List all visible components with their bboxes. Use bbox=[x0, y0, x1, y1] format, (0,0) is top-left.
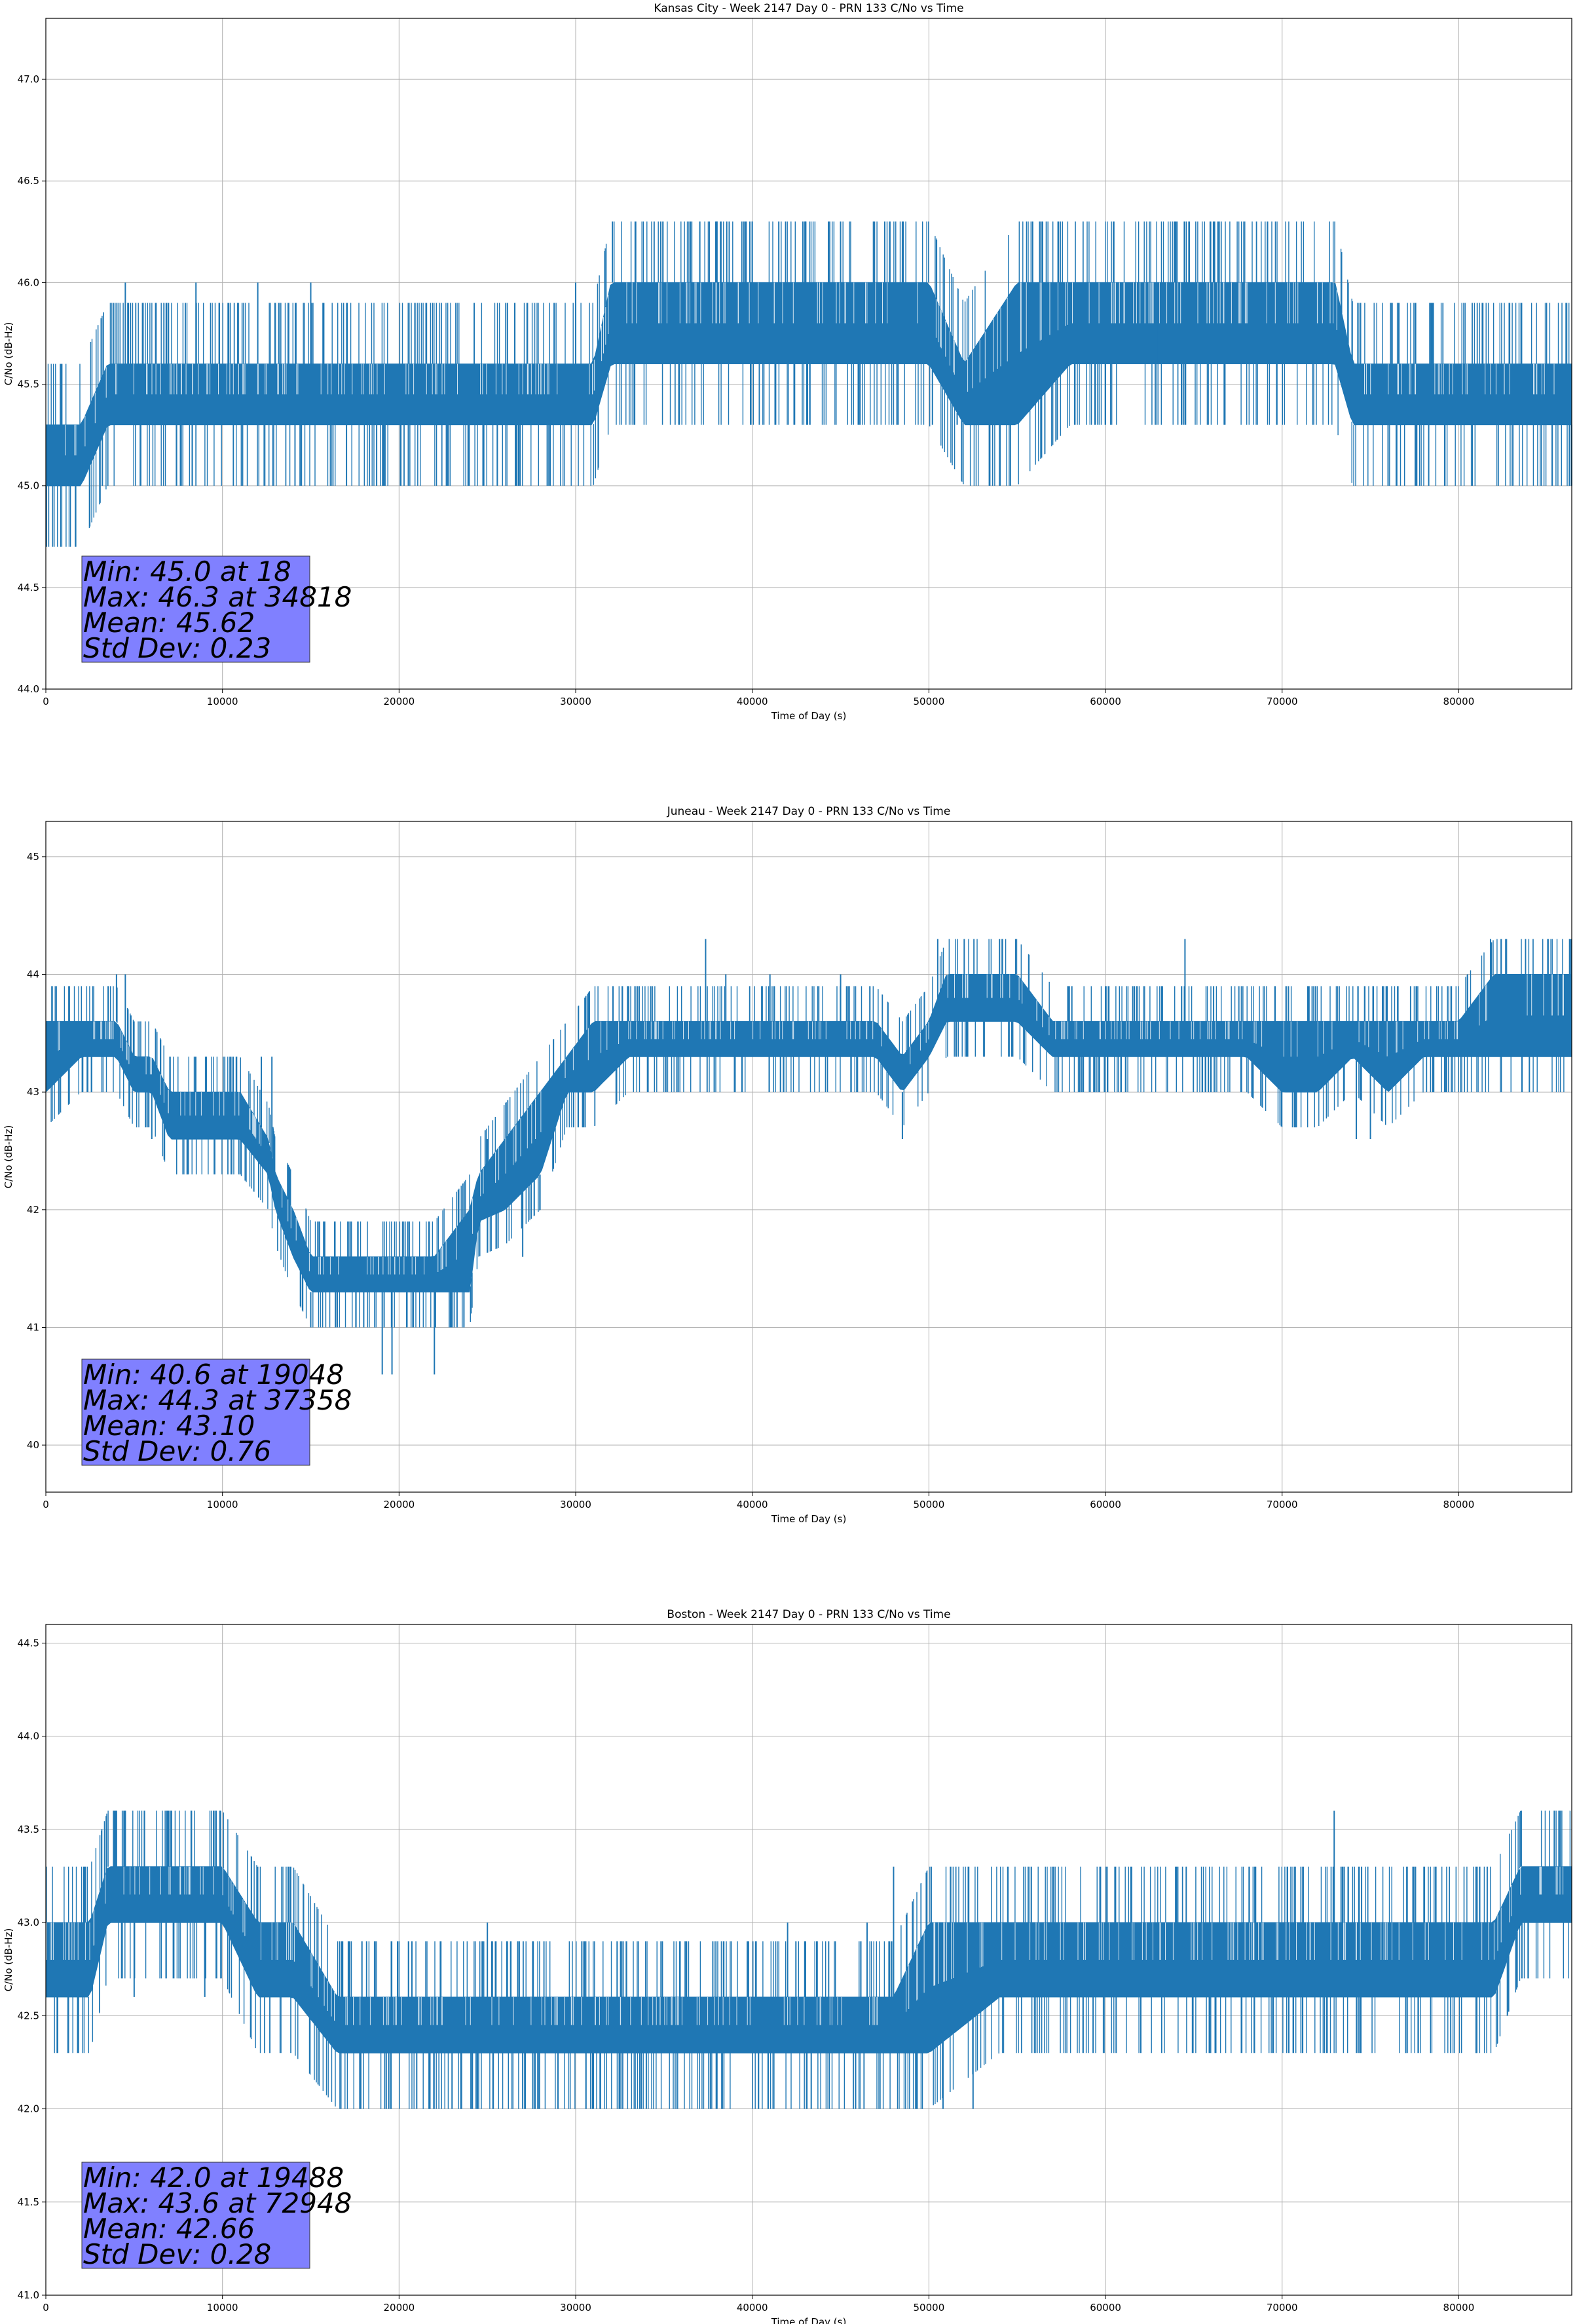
stats-min: Min: 45.0 at 18 bbox=[83, 555, 291, 588]
x-axis-label: Time of Day (s) bbox=[771, 2316, 847, 2324]
y-tick-label: 44 bbox=[27, 969, 39, 981]
x-tick-label: 60000 bbox=[1090, 1499, 1121, 1510]
series-gaps bbox=[65, 282, 1555, 456]
stats-box bbox=[81, 2162, 310, 2269]
stats-std: Std Dev: 0.76 bbox=[83, 1435, 271, 1467]
chart-title: Juneau - Week 2147 Day 0 - PRN 133 C/No … bbox=[667, 805, 951, 818]
y-tick-label: 41.0 bbox=[18, 2289, 39, 2301]
y-tick-label: 44.0 bbox=[18, 683, 39, 695]
y-axis-label: C/No (dB-Hz) bbox=[3, 1928, 14, 1992]
y-tick-label: 46.0 bbox=[18, 276, 39, 288]
x-axis-label: Time of Day (s) bbox=[771, 710, 847, 722]
stats-mean: Mean: 42.66 bbox=[83, 2213, 255, 2245]
y-tick-label: 46.5 bbox=[18, 175, 39, 187]
x-tick-label: 40000 bbox=[737, 2302, 768, 2314]
x-tick-label: 30000 bbox=[560, 1499, 591, 1510]
x-tick-label: 30000 bbox=[560, 2302, 591, 2314]
x-tick-label: 50000 bbox=[914, 696, 945, 707]
y-tick-label: 42 bbox=[27, 1204, 39, 1216]
x-tick-label: 10000 bbox=[207, 696, 238, 707]
x-tick-label: 70000 bbox=[1267, 2302, 1298, 2314]
y-tick-label: 42.0 bbox=[18, 2103, 39, 2115]
x-axis-label: Time of Day (s) bbox=[771, 1513, 847, 1525]
series-band bbox=[45, 974, 1572, 1293]
stats-max: Max: 43.6 at 72948 bbox=[83, 2187, 352, 2219]
axes-frame bbox=[45, 18, 1572, 690]
y-axis-label: C/No (dB-Hz) bbox=[3, 322, 14, 386]
x-tick-label: 20000 bbox=[383, 1499, 415, 1510]
x-tick-label: 70000 bbox=[1267, 1499, 1298, 1510]
x-tick-label: 70000 bbox=[1267, 696, 1298, 707]
axes-frame bbox=[45, 821, 1572, 1493]
series-spikes bbox=[46, 221, 1572, 547]
y-tick-label: 43.5 bbox=[18, 1824, 39, 1835]
chart-panel-2: 0 10000 20000 30000 40000 50000 60000 70000 8000… bbox=[3, 1608, 1572, 2324]
x-tick-label: 20000 bbox=[383, 696, 415, 707]
x-tick-label: 50000 bbox=[914, 1499, 945, 1510]
stats-box bbox=[81, 1359, 310, 1466]
y-tick-label: 41.5 bbox=[18, 2196, 39, 2208]
series-spikes bbox=[46, 1810, 1571, 2109]
x-tick-label: 80000 bbox=[1443, 696, 1475, 707]
stats-box bbox=[81, 555, 310, 663]
series-spikes bbox=[50, 939, 1572, 1328]
x-tick-label: 80000 bbox=[1443, 1499, 1475, 1510]
x-tick-label: 10000 bbox=[207, 2302, 238, 2314]
x-tick-label: 10000 bbox=[207, 1499, 238, 1510]
y-tick-label: 42.5 bbox=[18, 2010, 39, 2021]
y-tick-label: 40 bbox=[27, 1439, 39, 1451]
x-tick-label: 60000 bbox=[1090, 2302, 1121, 2314]
y-tick-label: 43 bbox=[27, 1086, 39, 1098]
x-tick-label: 40000 bbox=[737, 696, 768, 707]
y-tick-label: 41 bbox=[27, 1321, 39, 1333]
y-tick-label: 43.0 bbox=[18, 1917, 39, 1928]
stats-mean: Mean: 45.62 bbox=[83, 607, 255, 639]
x-tick-label: 0 bbox=[43, 696, 49, 707]
stats-max: Max: 46.3 at 34818 bbox=[83, 581, 352, 613]
x-tick-label: 60000 bbox=[1090, 696, 1121, 707]
chart-title: Kansas City - Week 2147 Day 0 - PRN 133 … bbox=[654, 2, 963, 15]
chart-panel-0: 0 10000 20000 30000 40000 50000 60000 70000 8000… bbox=[3, 2, 1572, 722]
stats-max: Max: 44.3 at 37358 bbox=[83, 1384, 352, 1416]
y-tick-label: 44.0 bbox=[18, 1731, 39, 1742]
series-gaps bbox=[46, 1866, 1564, 2025]
x-tick-label: 0 bbox=[43, 2302, 49, 2314]
y-tick-label: 44.5 bbox=[18, 582, 39, 593]
x-tick-label: 80000 bbox=[1443, 2302, 1475, 2314]
series-gaps bbox=[58, 974, 1564, 1275]
y-tick-label: 45.0 bbox=[18, 480, 39, 492]
stats-mean: Mean: 43.10 bbox=[83, 1410, 255, 1442]
x-tick-label: 40000 bbox=[737, 1499, 768, 1510]
chart-panel-1: 0 10000 20000 30000 40000 50000 60000 70000 8000… bbox=[3, 805, 1572, 1525]
axes-frame bbox=[45, 1624, 1572, 2296]
y-tick-label: 45.5 bbox=[18, 379, 39, 390]
stats-min: Min: 40.6 at 19048 bbox=[83, 1359, 344, 1391]
y-tick-label: 44.5 bbox=[18, 1637, 39, 1649]
stats-min: Min: 42.0 at 19488 bbox=[83, 2162, 344, 2194]
x-tick-label: 0 bbox=[43, 1499, 49, 1510]
x-tick-label: 50000 bbox=[914, 2302, 945, 2314]
y-axis-label: C/No (dB-Hz) bbox=[3, 1125, 14, 1189]
chart-title: Boston - Week 2147 Day 0 - PRN 133 C/No … bbox=[667, 1608, 950, 1621]
stats-std: Std Dev: 0.23 bbox=[83, 632, 271, 664]
y-tick-label: 47.0 bbox=[18, 73, 39, 85]
stats-std: Std Dev: 0.28 bbox=[83, 2238, 271, 2270]
y-tick-label: 45 bbox=[27, 851, 39, 863]
x-tick-label: 20000 bbox=[383, 2302, 415, 2314]
x-tick-label: 30000 bbox=[560, 696, 591, 707]
